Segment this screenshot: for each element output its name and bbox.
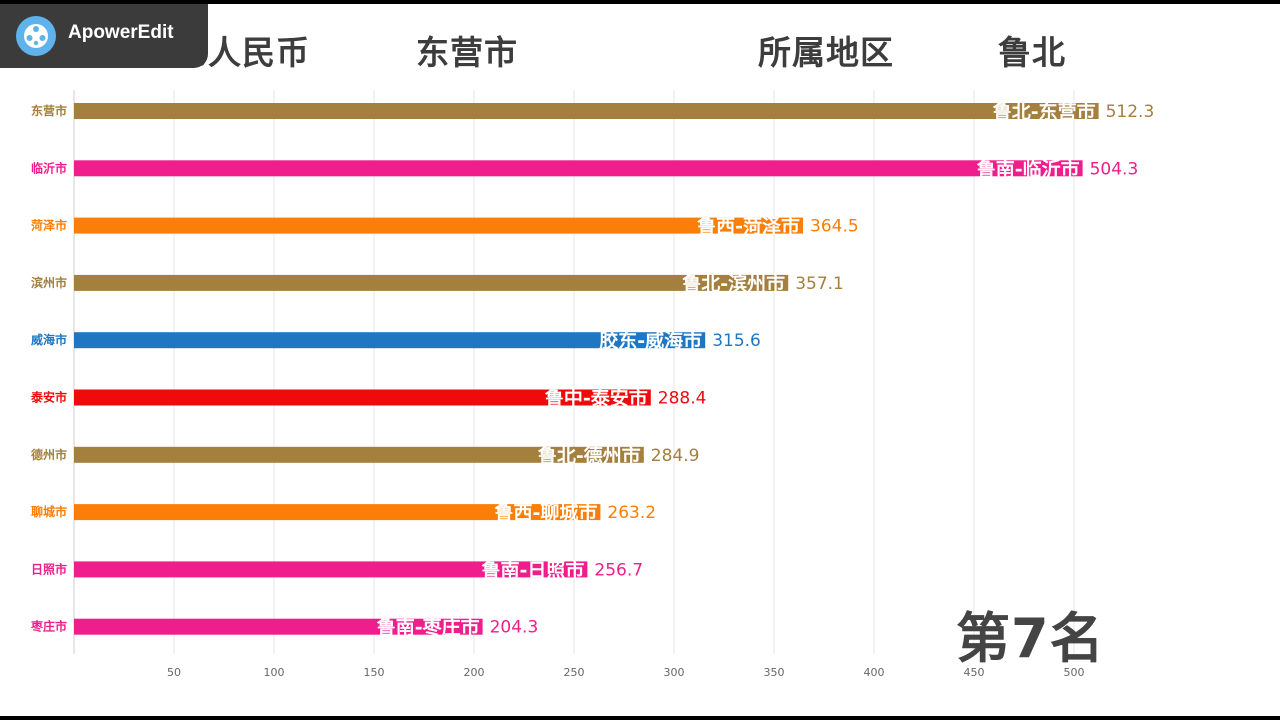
category-label: 德州市 [31,447,67,462]
x-tick-label: 450 [964,666,985,679]
category-label: 东营市 [31,103,67,118]
bar-inner-label: 鲁中-泰安市 [544,387,648,410]
bar-inner-label: 鲁西-菏泽市 [696,215,800,238]
bar-value-label: 288.4 [658,389,707,409]
bar-inner-label: 鲁南-日照市 [481,558,585,581]
bar [74,160,1083,177]
category-label: 聊城市 [31,504,67,519]
x-tick-label: 350 [764,666,785,679]
category-label: 日照市 [31,561,67,576]
rank-label: 第7名 [956,607,1105,670]
apoweredit-watermark: ApowerEdit [0,4,208,68]
chart-frame: 单位：亿人民币 东营市 所属地区 鲁北 50100150200250300350… [0,4,1280,716]
bar-value-label: 512.3 [1106,102,1155,122]
bar [74,274,789,291]
x-tick-label: 400 [864,666,885,679]
x-tick-label: 150 [364,666,385,679]
apoweredit-logo-icon [16,16,56,56]
bar [74,389,651,406]
bar-value-label: 315.6 [712,331,761,351]
bar-chart: 50 100 150 200 250 300 350 400 450 500 东营市 鲁北-东营市 51… [30,90,1155,679]
bar-inner-label: 鲁南-枣庄市 [376,616,480,639]
bar-inner-label: 鲁北-滨州市 [681,272,785,295]
bar [74,103,1099,119]
x-tick-label: 200 [464,666,485,679]
bar-value-label: 263.2 [607,503,656,523]
x-tick-label: 500 [1064,666,1085,679]
x-tick-label: 300 [664,666,685,679]
region-caption: 所属地区 [758,33,894,72]
category-label: 威海市 [31,332,67,347]
category-label: 滨州市 [31,275,67,290]
bar-value-label: 256.7 [594,560,643,580]
bar-value-label: 357.1 [795,274,844,294]
bar [74,446,644,463]
bar-inner-label: 鲁南-临沂市 [976,157,1080,180]
category-label: 临沂市 [31,160,67,175]
category-label: 泰安市 [30,390,67,405]
bar-value-label: 204.3 [490,618,539,638]
bar [74,332,706,349]
bar [74,618,483,635]
bar-value-label: 364.5 [810,217,859,237]
bar-inner-label: 胶东-威海市 [599,329,702,352]
bar-value-label: 504.3 [1090,159,1139,179]
watermark-text: ApowerEdit [68,22,174,43]
x-tick-label: 250 [564,666,585,679]
x-tick-label: 50 [167,666,181,679]
category-label: 枣庄市 [30,619,67,634]
bar [74,217,803,234]
bar [74,561,588,578]
current-city-label: 东营市 [416,33,518,72]
bar-inner-label: 鲁北-德州市 [537,444,641,467]
region-value: 鲁北 [998,33,1066,72]
category-label: 菏泽市 [31,218,67,233]
bar-inner-label: 鲁西-聊城市 [494,501,598,524]
bar-value-label: 284.9 [651,446,700,466]
bar-inner-label: 鲁北-东营市 [992,100,1096,123]
bar [74,504,601,521]
x-tick-label: 100 [264,666,285,679]
